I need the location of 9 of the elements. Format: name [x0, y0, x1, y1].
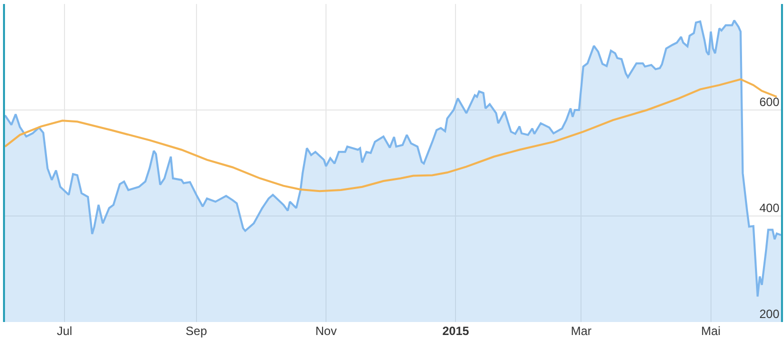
x-tick-label: Sep: [186, 324, 208, 338]
y-tick-label: 200: [759, 306, 780, 321]
x-tick-label: Jul: [56, 324, 72, 338]
x-tick-label: 2015: [442, 324, 470, 338]
x-tick-label: Mai: [701, 324, 721, 338]
x-tick-label: Mar: [570, 324, 592, 338]
y-tick-label: 600: [759, 94, 780, 109]
x-tick-label: Nov: [315, 324, 337, 338]
y-tick-label: 400: [759, 200, 780, 215]
